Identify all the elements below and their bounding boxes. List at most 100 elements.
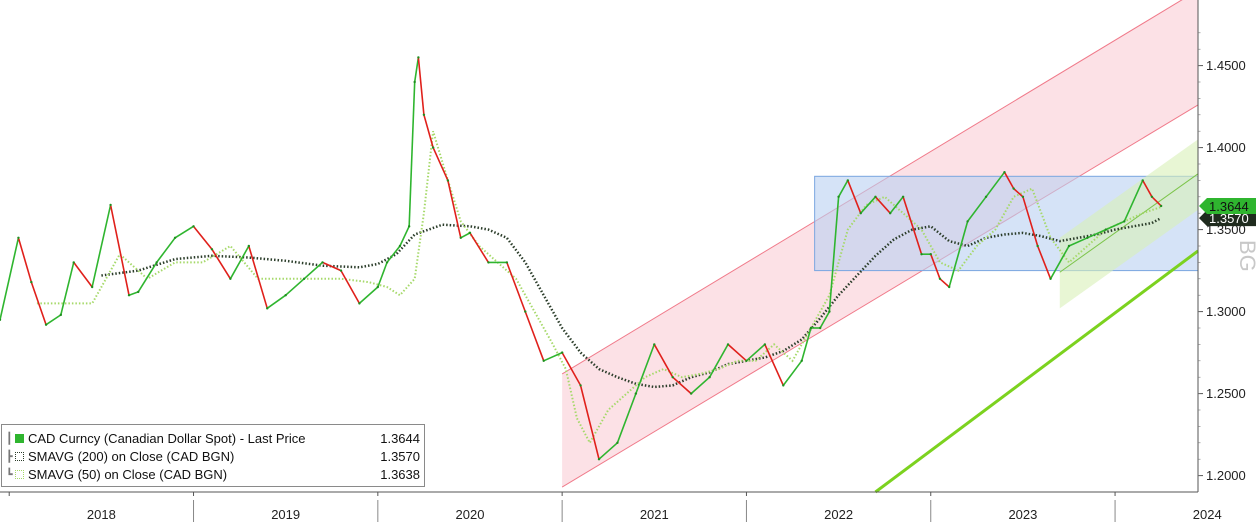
price-point [59, 313, 63, 317]
price-point [782, 384, 785, 387]
price-segment [266, 294, 287, 309]
price-segment [1003, 171, 1015, 189]
price-segment [727, 343, 747, 362]
legend-item-sma200: ┣ SMAVG (200) on Close (CAD BGN) 1.3570 [6, 447, 420, 465]
price-segment [819, 311, 831, 329]
price-point [1141, 179, 1144, 182]
price-segment [506, 262, 527, 312]
channel-bands [561, 0, 1199, 494]
price-point [929, 253, 932, 256]
price-point [446, 179, 450, 182]
price-segment [248, 245, 269, 309]
legend-box: ┃ CAD Curncy (Canadian Dollar Spot) - La… [1, 424, 425, 487]
sma200-badge: 1.3570 [1199, 210, 1256, 227]
price-segment [408, 81, 416, 227]
price-segment [358, 286, 379, 304]
price-segment [285, 278, 305, 296]
last-price-badge: 1.3644 [1199, 197, 1256, 214]
legend-value-sma50: 1.3638 [380, 466, 420, 482]
price-segment [137, 261, 158, 293]
legend-item-sma50: ┗ SMAVG (50) on Close (CAD BGN) 1.3638 [6, 465, 420, 483]
price-point [407, 225, 411, 228]
price-point [155, 261, 158, 264]
price-point [708, 376, 711, 379]
price-segment [1049, 245, 1070, 280]
price-segment [91, 204, 112, 288]
price-point [376, 285, 380, 289]
legend-swatch-price [15, 433, 24, 443]
price-segment [1022, 196, 1039, 247]
red-channel-lower [561, 104, 1199, 488]
price-segment [635, 344, 656, 394]
x-tick-label: 2024 [1193, 507, 1222, 522]
price-point [192, 225, 195, 228]
price-point [505, 261, 509, 264]
green-channel-mid [1059, 173, 1199, 273]
price-segment [17, 237, 33, 283]
price-segment [0, 237, 20, 320]
x-tick-label: 2019 [271, 507, 300, 522]
price-point [763, 343, 767, 346]
x-tick-label: 2023 [1008, 507, 1037, 522]
price-segment [782, 360, 803, 386]
legend-swatch-sma50 [15, 469, 24, 479]
price-point [616, 441, 619, 444]
price-point [385, 261, 389, 264]
price-point [1067, 244, 1071, 248]
price-segment [828, 196, 840, 312]
price-segment [708, 344, 729, 378]
price-segment [322, 261, 342, 272]
price-point [266, 307, 269, 310]
price-point [671, 376, 674, 379]
price-point [726, 343, 730, 346]
price-point [560, 351, 564, 354]
price-point [1159, 204, 1163, 208]
price-segment [60, 262, 75, 316]
x-tick-label: 2021 [640, 507, 669, 522]
price-point [431, 146, 435, 149]
price-point [846, 179, 850, 182]
price-point [127, 294, 131, 297]
price-segment [966, 196, 987, 222]
price-segment [745, 343, 766, 362]
price-segment [874, 196, 891, 214]
legend-item-price: ┃ CAD Curncy (Canadian Dollar Spot) - La… [6, 429, 420, 447]
price-segment [73, 261, 93, 288]
price-point [1021, 195, 1025, 198]
price-segment [211, 248, 232, 280]
price-point [30, 280, 33, 284]
price-point [828, 310, 831, 313]
price-point [229, 277, 232, 280]
price-point [1036, 244, 1039, 248]
price-point [524, 310, 527, 313]
price-segment [469, 232, 490, 263]
price-point [72, 261, 75, 264]
price-segment [837, 180, 849, 198]
price-point [487, 261, 490, 264]
price-point [579, 384, 582, 387]
y-tick-label: 1.2000 [1206, 468, 1246, 483]
price-point [1123, 220, 1126, 223]
price-segment [413, 57, 420, 83]
price-segment [985, 171, 1006, 198]
price-point [417, 56, 420, 59]
price-segment [939, 278, 950, 288]
price-segment [524, 311, 545, 362]
price-point [947, 285, 951, 289]
price-point [597, 458, 601, 461]
sma200-badge-shape [1199, 210, 1256, 227]
price-segment [543, 351, 563, 362]
price-segment [847, 180, 862, 214]
price-segment [128, 291, 139, 296]
price-point [1003, 171, 1006, 174]
price-point [634, 392, 638, 395]
price-segment [1036, 245, 1052, 280]
price-point [920, 253, 923, 256]
legend-label-sma200: SMAVG (200) on Close (CAD BGN) [28, 448, 235, 464]
price-segment [889, 196, 904, 214]
price-point [0, 318, 2, 321]
price-point [837, 195, 840, 198]
price-segment [948, 221, 969, 288]
price-segment [1142, 180, 1153, 198]
price-point [689, 392, 693, 395]
